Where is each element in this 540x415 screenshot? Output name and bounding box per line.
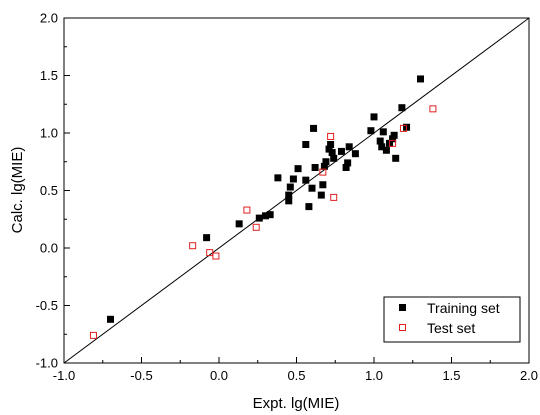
reference-line-layer bbox=[63, 17, 530, 364]
training-set-point bbox=[322, 158, 330, 166]
training-set-point bbox=[305, 203, 313, 211]
legend-label-training-set: Training set bbox=[427, 300, 500, 316]
legend-box bbox=[383, 296, 521, 343]
training-set-point bbox=[289, 175, 297, 183]
training-set-point bbox=[379, 128, 387, 136]
training-set-point bbox=[344, 159, 352, 167]
training-set-point bbox=[203, 234, 211, 242]
training-set-point bbox=[302, 176, 310, 184]
training-set-point bbox=[367, 127, 375, 135]
x-tick-label: -1.0 bbox=[53, 368, 75, 383]
training-set-point bbox=[370, 113, 378, 121]
training-set-point bbox=[376, 137, 384, 145]
test-set-point bbox=[189, 242, 197, 250]
axis-ticks-layer: -1.0 -0.5 0.0 0.5 1.0 1.5 2.0 -1.0 -0.5 0.0 0.5 1.0… bbox=[36, 11, 538, 384]
training-set-point bbox=[317, 191, 325, 199]
y-tick-label: 2.0 bbox=[40, 11, 58, 26]
training-set-point bbox=[107, 315, 114, 323]
training-set-point bbox=[262, 212, 269, 220]
test-set-point bbox=[389, 139, 397, 147]
training-set-point bbox=[255, 214, 263, 222]
legend-marker-training-set bbox=[399, 304, 406, 311]
test-set-point bbox=[330, 193, 338, 201]
x-tick-label: 1.0 bbox=[365, 368, 383, 383]
test-set-point bbox=[429, 105, 437, 113]
training-set-point bbox=[286, 183, 294, 191]
x-tick-label: 0.5 bbox=[287, 368, 305, 383]
training-set-point bbox=[320, 162, 328, 170]
training-set-point bbox=[378, 143, 386, 151]
training-set-point bbox=[302, 141, 310, 148]
y-tick-label: 1.5 bbox=[40, 68, 58, 83]
legend-label-test-set: Test set bbox=[427, 320, 475, 336]
y-tick-label: 0.0 bbox=[40, 241, 58, 256]
training-set-point bbox=[285, 197, 293, 205]
x-tick-label: -0.5 bbox=[130, 368, 152, 383]
training-set-point bbox=[285, 191, 293, 199]
x-tick-label: 2.0 bbox=[520, 368, 538, 383]
training-set-point bbox=[328, 149, 336, 157]
training-set-point bbox=[327, 141, 335, 148]
training-set-point bbox=[351, 150, 359, 158]
legend: Training set Test set bbox=[383, 296, 521, 343]
training-set-point bbox=[330, 154, 338, 162]
test-set-point bbox=[327, 132, 335, 140]
y-tick-label: 0.5 bbox=[40, 183, 58, 198]
y-axis-title: Calc. lg(MIE) bbox=[9, 147, 26, 234]
x-axis-title: Expt. lg(MIE) bbox=[253, 395, 340, 412]
y-tick-label: -0.5 bbox=[36, 298, 58, 313]
x-tick-label: 0.0 bbox=[210, 368, 228, 383]
legend-marker-test-set bbox=[399, 324, 406, 331]
y-tick-label: -1.0 bbox=[36, 356, 58, 371]
test-set-point bbox=[399, 124, 407, 132]
training-set-point bbox=[337, 147, 345, 155]
test-set-point bbox=[89, 331, 97, 339]
training-set-point bbox=[311, 164, 319, 171]
training-set-point bbox=[294, 165, 302, 173]
training-set-point bbox=[390, 131, 398, 139]
test-set-point bbox=[243, 206, 251, 214]
training-set-point bbox=[235, 220, 243, 228]
test-set-point bbox=[212, 252, 220, 260]
training-set-point bbox=[398, 104, 406, 112]
test-set-point bbox=[319, 168, 327, 176]
training-set-point bbox=[417, 75, 424, 83]
test-set-point bbox=[252, 223, 260, 231]
training-set-point bbox=[345, 143, 353, 151]
training-set-point bbox=[274, 174, 282, 182]
training-set-point bbox=[308, 184, 316, 192]
y-tick-label: 1.0 bbox=[40, 126, 58, 141]
training-set-point bbox=[319, 181, 327, 189]
training-set-point bbox=[310, 124, 318, 132]
x-tick-label: 1.5 bbox=[442, 368, 460, 383]
training-set-point bbox=[266, 211, 274, 219]
training-set-point bbox=[382, 146, 390, 154]
data-points-layer bbox=[89, 75, 437, 339]
training-set-point bbox=[392, 154, 400, 162]
reference-line-y-equals-x bbox=[63, 17, 530, 364]
training-set-point bbox=[342, 164, 350, 171]
